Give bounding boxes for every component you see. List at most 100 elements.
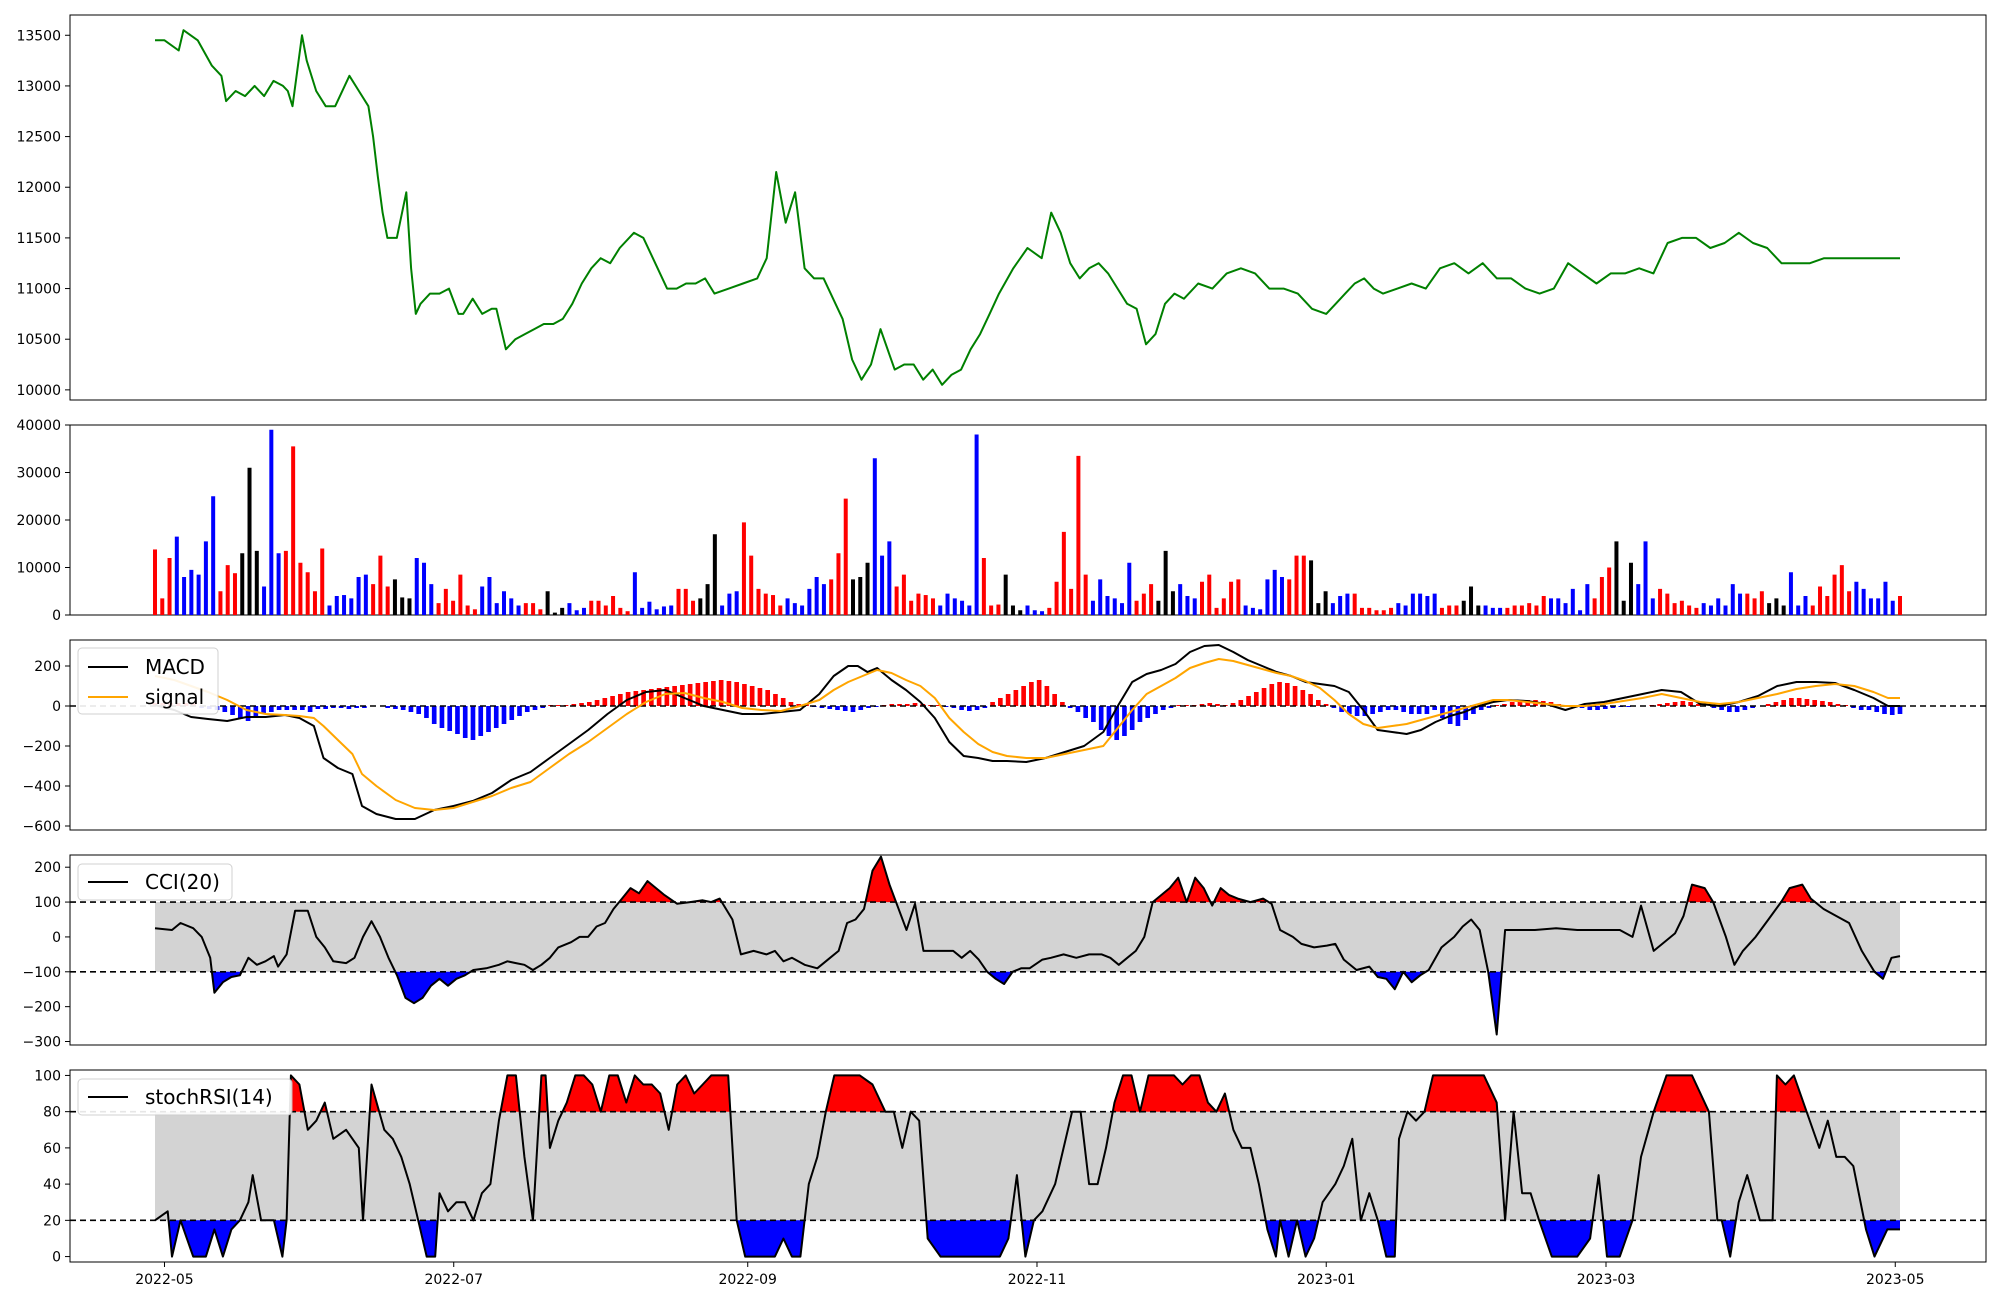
volume-bar bbox=[829, 579, 834, 615]
volume-bar bbox=[1628, 562, 1633, 615]
volume-bar bbox=[153, 549, 157, 615]
oversold-fill bbox=[168, 1220, 1900, 1257]
volume-bar bbox=[436, 603, 441, 615]
volume-bar bbox=[1389, 607, 1394, 615]
volume-bar bbox=[1636, 584, 1641, 615]
volume-bar bbox=[1847, 591, 1852, 615]
volume-bar bbox=[996, 604, 1001, 615]
oversold-fill-area bbox=[1377, 1220, 1397, 1257]
macd-hist-bar bbox=[850, 706, 856, 712]
macd-hist-bar bbox=[338, 706, 344, 708]
macd-hist-bar bbox=[1665, 703, 1670, 706]
volume-bar bbox=[1876, 598, 1881, 615]
macd-hist-bar bbox=[1478, 706, 1484, 710]
volume-bar bbox=[400, 597, 405, 615]
macd-hist-bar bbox=[866, 706, 871, 708]
macd-hist-bar bbox=[1292, 686, 1298, 706]
volume-bar bbox=[698, 598, 703, 615]
macd-hist-bar bbox=[649, 689, 654, 706]
oversold-fill-area bbox=[987, 971, 1013, 984]
macd-hist-bar bbox=[1083, 706, 1088, 718]
volume-bar bbox=[458, 574, 463, 615]
macd-hist-bar bbox=[967, 706, 972, 711]
neutral-band bbox=[155, 902, 1900, 972]
volume-bar bbox=[240, 553, 245, 615]
macd-hist-bar bbox=[1114, 706, 1120, 740]
volume-bar bbox=[516, 605, 521, 615]
macd-hist-bar bbox=[1137, 706, 1143, 722]
macd-hist-bar bbox=[1230, 703, 1236, 706]
macd-hist-bar bbox=[1284, 683, 1290, 706]
macd-hist-bar bbox=[292, 706, 297, 710]
volume-bar bbox=[1454, 605, 1459, 615]
panel-frame-4 bbox=[69, 1069, 1987, 1263]
volume-bar bbox=[1309, 560, 1314, 615]
volume-bar bbox=[1352, 593, 1357, 615]
macd-hist-bar bbox=[315, 706, 321, 709]
volume-bar bbox=[581, 607, 586, 615]
macd-hist-bar bbox=[1602, 706, 1608, 709]
macd-hist-bar bbox=[540, 706, 546, 708]
macd-hist-bar bbox=[1680, 701, 1686, 706]
volume-bar bbox=[1294, 555, 1299, 615]
volume-bar bbox=[1585, 584, 1590, 615]
volume-bar bbox=[1658, 588, 1663, 615]
volume-bar bbox=[1825, 596, 1830, 615]
macd-hist-bar bbox=[517, 706, 522, 716]
macd-hist-bar bbox=[462, 706, 468, 738]
volume-bar bbox=[1476, 605, 1481, 615]
volume-bar bbox=[611, 596, 616, 615]
macd-hist-bar bbox=[1781, 700, 1786, 706]
volume-bar bbox=[349, 598, 354, 615]
macd-hist-bar bbox=[1812, 700, 1818, 706]
volume-bar bbox=[1381, 610, 1386, 615]
oversold-fill-area bbox=[1721, 1220, 1736, 1257]
oversold-fill-area bbox=[395, 971, 471, 1004]
y-tick-label: 100 bbox=[34, 895, 61, 911]
macd-hist-bar bbox=[1432, 706, 1437, 710]
volume-bar bbox=[1185, 596, 1190, 615]
volume-bar bbox=[1418, 593, 1423, 615]
volume-bar bbox=[1127, 562, 1132, 615]
volume-bar bbox=[1563, 603, 1568, 615]
volume-bar bbox=[211, 496, 216, 615]
legend-label: stochRSI(14) bbox=[145, 1085, 273, 1109]
macd-hist-bar bbox=[385, 706, 390, 708]
legend-box bbox=[77, 1078, 293, 1116]
macd-hist-bar bbox=[711, 681, 716, 706]
macd-hist-bar bbox=[1044, 686, 1050, 706]
macd-hist-bar bbox=[1331, 706, 1337, 708]
volume-bar bbox=[1141, 593, 1146, 615]
macd-hist-bar bbox=[346, 706, 352, 709]
volume-bar bbox=[632, 572, 637, 615]
macd-hist-bar bbox=[959, 706, 964, 710]
y-tick-label: 12000 bbox=[16, 180, 61, 196]
volume-bar bbox=[1069, 588, 1074, 615]
volume-bar bbox=[1098, 579, 1103, 615]
volume-bar bbox=[1890, 600, 1895, 615]
macd-hist-bar bbox=[362, 706, 367, 708]
macd-series-signal bbox=[154, 658, 1900, 811]
overbought-fill-area bbox=[1653, 1075, 1709, 1112]
y-axis-1: 0 10000 20000 30000 40000 bbox=[16, 418, 70, 624]
volume-bar bbox=[291, 446, 296, 615]
macd-hist-bar bbox=[935, 705, 941, 706]
volume-bar bbox=[792, 603, 797, 615]
volume-bar bbox=[1665, 593, 1670, 615]
volume-bar bbox=[1781, 605, 1786, 615]
y-tick-label: 0 bbox=[52, 1250, 61, 1266]
volume-bar bbox=[1287, 579, 1292, 615]
neutral-band bbox=[155, 1111, 1900, 1221]
macd-hist-bar bbox=[664, 687, 670, 706]
volume-bar bbox=[1512, 605, 1517, 615]
volume-bar bbox=[342, 595, 347, 615]
macd-hist-bar bbox=[1207, 703, 1213, 706]
macd-hist-bar bbox=[300, 706, 305, 710]
macd-hist-bar bbox=[1277, 682, 1282, 706]
macd-hist-bar bbox=[1587, 706, 1593, 710]
macd-hist-bar bbox=[1789, 698, 1794, 706]
stochrsi-legend: stochRSI(14) bbox=[77, 1078, 293, 1116]
macd-hist-bar bbox=[641, 690, 646, 706]
volume-bar bbox=[1796, 605, 1801, 615]
